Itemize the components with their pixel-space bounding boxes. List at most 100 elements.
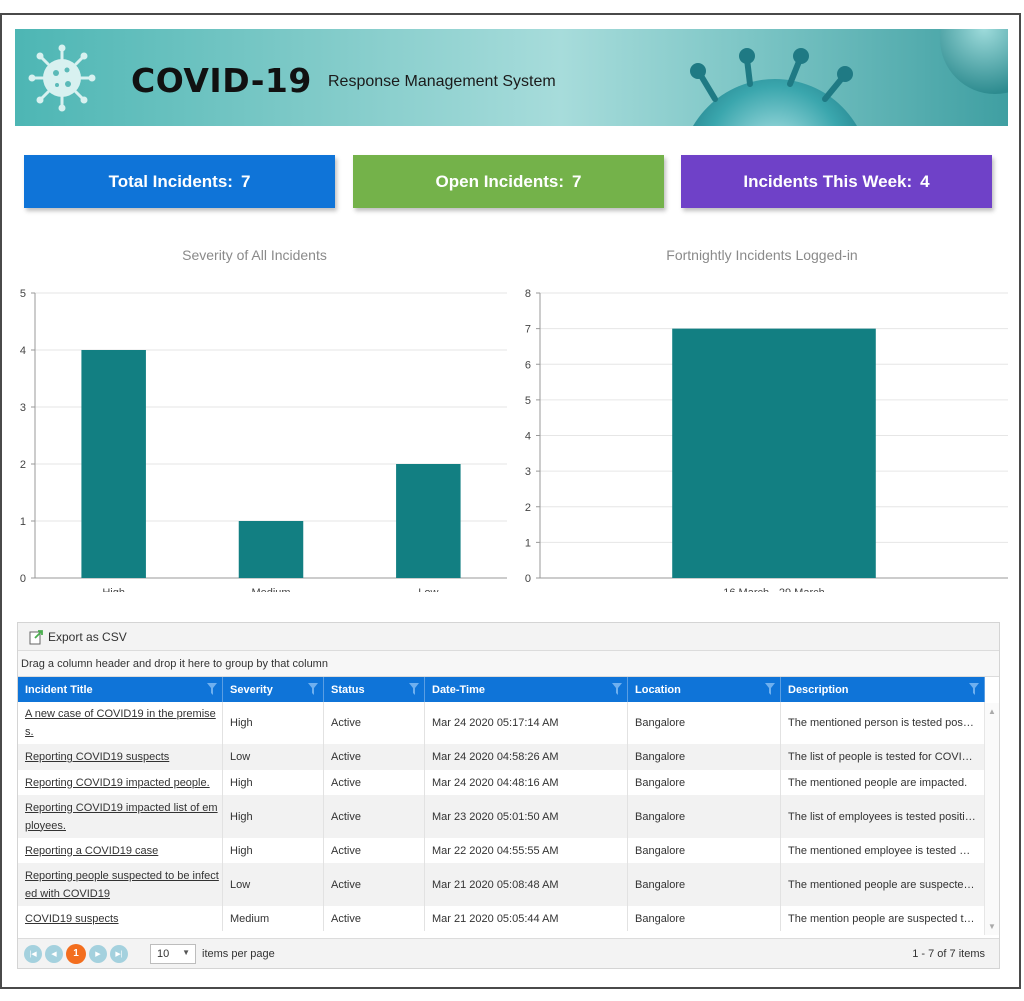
x-tick-label: Medium — [251, 587, 290, 592]
filter-icon[interactable] — [969, 683, 979, 695]
incident-title-link[interactable]: COVID19 suspects — [25, 912, 119, 925]
column-header-status[interactable]: Status — [324, 677, 425, 702]
severity-cell: Low — [223, 744, 324, 770]
status-cell: Active — [324, 906, 425, 931]
status-cell: Active — [324, 744, 425, 770]
app-title: COVID-19 — [131, 61, 312, 100]
status-cell: Active — [324, 770, 425, 795]
y-tick-label: 0 — [20, 573, 26, 585]
status-cell: Active — [324, 838, 425, 863]
week-incidents-value: 4 — [920, 171, 930, 191]
items-per-page-label: items per page — [202, 947, 275, 960]
current-page-button[interactable]: 1 — [66, 943, 86, 964]
severity-cell: High — [223, 795, 324, 838]
column-header-description[interactable]: Description — [781, 677, 985, 702]
description-cell: The mentioned people are suspected ... — [788, 878, 976, 891]
description-cell: The mentioned employee is tested po... — [788, 844, 976, 857]
table-row[interactable]: Reporting COVID19 impacted list of em pl… — [18, 795, 985, 838]
last-page-icon[interactable]: ▶| — [110, 944, 128, 963]
previous-page-icon[interactable]: ◀ — [45, 944, 63, 963]
status-cell: Active — [324, 795, 425, 838]
y-tick-label: 2 — [20, 459, 26, 471]
grid-body: A new case of COVID19 in the premise s. … — [18, 702, 985, 931]
incidents-grid: Export as CSV Drag a column header and d… — [17, 622, 1000, 969]
y-tick-label: 1 — [20, 516, 26, 528]
column-header-incident-title[interactable]: Incident Title — [18, 677, 223, 702]
filter-icon[interactable] — [308, 683, 318, 695]
filter-icon[interactable] — [612, 683, 622, 695]
location-cell: Bangalore — [628, 863, 781, 906]
bar — [396, 464, 461, 578]
description-cell: The mentioned people are impacted. — [788, 776, 968, 789]
table-row[interactable]: Reporting COVID19 suspects Low Active Ma… — [18, 744, 985, 770]
table-row[interactable]: Reporting COVID19 impacted people. High … — [18, 770, 985, 795]
group-hint-text: Drag a column header and drop it here to… — [21, 657, 328, 670]
group-drop-area[interactable]: Drag a column header and drop it here to… — [18, 651, 999, 677]
incident-title-link[interactable]: Reporting COVID19 impacted list of em pl… — [25, 801, 218, 832]
header-banner: COVID-19 Response Management System — [15, 29, 1008, 126]
chevron-down-icon: ▼ — [182, 947, 190, 957]
column-header-date-time[interactable]: Date-Time — [425, 677, 628, 702]
virus-illustration-icon — [690, 29, 1008, 126]
severity-cell: High — [223, 838, 324, 863]
datetime-cell: Mar 23 2020 05:01:50 AM — [425, 795, 628, 838]
grid-header: Incident Title Severity Status Date-Time… — [18, 677, 985, 702]
incident-title-link[interactable]: Reporting COVID19 impacted people. — [25, 776, 210, 789]
app-subtitle: Response Management System — [328, 73, 556, 90]
fortnightly-chart-title: Fortnightly Incidents Logged-in — [666, 247, 858, 263]
x-tick-label: Low — [418, 587, 438, 592]
y-tick-label: 1 — [525, 537, 531, 549]
scroll-up-icon[interactable]: ▲ — [988, 707, 996, 716]
location-cell: Bangalore — [628, 770, 781, 795]
location-cell: Bangalore — [628, 838, 781, 863]
y-tick-label: 6 — [525, 359, 531, 371]
pager-info: 1 - 7 of 7 items — [912, 947, 985, 960]
grid-scrollbar[interactable]: ▲ ▼ — [984, 703, 999, 935]
virus-logo-icon — [28, 44, 96, 112]
y-tick-label: 5 — [525, 395, 531, 407]
datetime-cell: Mar 21 2020 05:08:48 AM — [425, 863, 628, 906]
table-row[interactable]: A new case of COVID19 in the premise s. … — [18, 702, 985, 744]
export-icon — [29, 629, 43, 644]
datetime-cell: Mar 24 2020 05:17:14 AM — [425, 702, 628, 744]
bar — [81, 350, 146, 578]
filter-icon[interactable] — [207, 683, 217, 695]
incident-title-link[interactable]: Reporting COVID19 suspects — [25, 751, 170, 763]
location-cell: Bangalore — [628, 744, 781, 770]
incident-title-link[interactable]: A new case of COVID19 in the premise s. — [25, 708, 216, 738]
y-tick-label: 8 — [525, 288, 531, 300]
app-frame: COVID-19 Response Management System — [0, 13, 1021, 989]
table-row[interactable]: Reporting people suspected to be infect … — [18, 863, 985, 906]
page-size-select[interactable]: 10 ▼ — [150, 943, 196, 964]
severity-chart-plot: 0 1 2 3 4 5 High Medium Low — [20, 288, 507, 592]
severity-cell: High — [223, 770, 324, 795]
open-incidents-label: Open Incidents: — [435, 171, 564, 191]
x-tick-label: 16 March - 29 March — [723, 587, 824, 592]
column-header-location[interactable]: Location — [628, 677, 781, 702]
open-incidents-value: 7 — [572, 171, 582, 191]
description-cell: The list of employees is tested positiv.… — [788, 810, 976, 823]
fortnightly-chart-plot: 0 1 2 3 4 5 6 7 8 16 March - 29 March — [525, 288, 1008, 592]
first-page-icon[interactable]: |◀ — [24, 944, 42, 963]
column-header-severity[interactable]: Severity — [223, 677, 324, 702]
filter-icon[interactable] — [765, 683, 775, 695]
filter-icon[interactable] — [409, 683, 419, 695]
table-row[interactable]: Reporting a COVID19 case High Active Mar… — [18, 838, 985, 863]
table-row[interactable]: COVID19 suspects Medium Active Mar 21 20… — [18, 906, 985, 931]
incident-title-link[interactable]: Reporting people suspected to be infect … — [25, 869, 219, 900]
incident-title-link[interactable]: Reporting a COVID19 case — [25, 844, 159, 857]
export-csv-button[interactable]: Export as CSV — [28, 629, 127, 645]
y-tick-label: 3 — [20, 402, 26, 414]
total-incidents-card: Total Incidents: 7 — [24, 155, 335, 208]
export-csv-label: Export as CSV — [48, 629, 127, 644]
description-cell: The mentioned person is tested positi... — [788, 717, 976, 729]
scroll-down-icon[interactable]: ▼ — [988, 922, 996, 931]
y-tick-label: 0 — [525, 573, 531, 585]
y-tick-label: 4 — [20, 345, 26, 357]
description-cell: The mention people are suspected to ... — [788, 912, 976, 925]
datetime-cell: Mar 21 2020 05:05:44 AM — [425, 906, 628, 931]
location-cell: Bangalore — [628, 795, 781, 838]
bar — [238, 521, 304, 578]
next-page-icon[interactable]: ▶ — [89, 944, 107, 963]
y-tick-label: 5 — [20, 288, 26, 300]
